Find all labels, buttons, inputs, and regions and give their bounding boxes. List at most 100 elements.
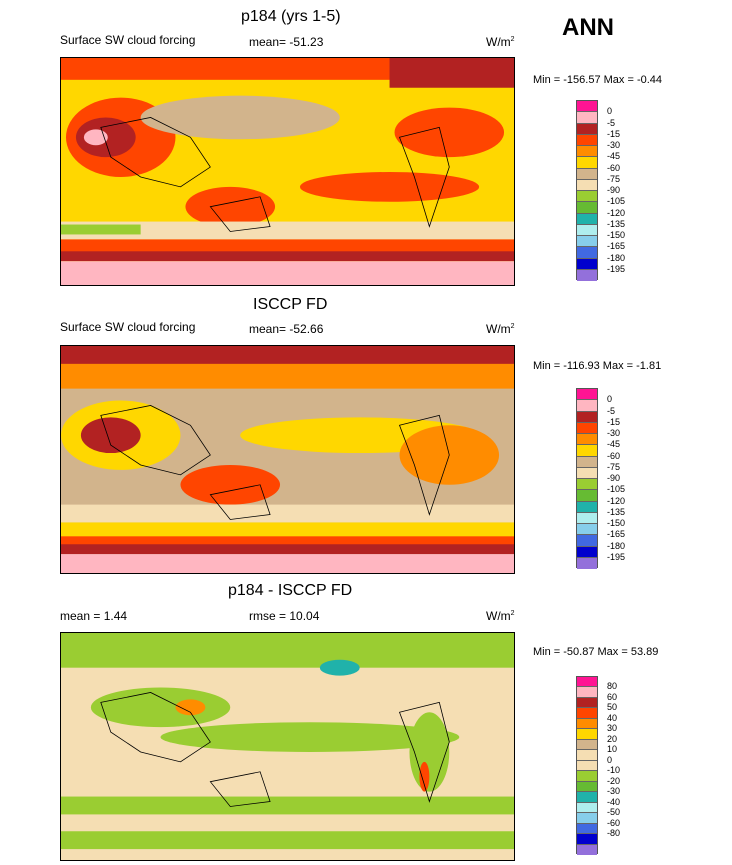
south-pacific-orange	[299, 171, 480, 202]
legend-swatch	[577, 524, 597, 536]
panel-3-mean-label: mean = 1.44	[60, 609, 128, 623]
australia-orange	[185, 186, 276, 227]
panel-1-legend	[576, 100, 598, 281]
legend-swatch	[577, 134, 597, 146]
coastlines	[100, 692, 450, 807]
panel-2-legend	[576, 388, 598, 569]
legend-label: -75	[607, 461, 621, 472]
panel-1-mean-label: mean= -51.23	[249, 35, 324, 49]
arctic-dark	[389, 58, 514, 88]
panel-3-units: W/m2	[486, 609, 515, 623]
legend-swatch	[577, 445, 597, 457]
legend-label: -45	[607, 151, 621, 162]
legend-swatch	[577, 389, 597, 401]
coastlines	[100, 405, 450, 520]
panel-1-minmax: Min = -156.57 Max = -0.44	[533, 74, 663, 86]
legend-label: -50	[607, 807, 621, 818]
legend-label: -45	[607, 439, 621, 450]
legend-swatch	[577, 677, 597, 688]
legend-swatch	[577, 792, 597, 803]
panel-3-title: p184 - ISCCP FD	[228, 582, 353, 599]
legend-swatch	[577, 708, 597, 719]
asia-green	[90, 687, 231, 728]
legend-label: -120	[607, 495, 626, 506]
legend-swatch	[577, 781, 597, 793]
legend-label: -75	[607, 173, 621, 184]
legend-label: -60	[607, 817, 621, 828]
legend-label: -165	[607, 241, 626, 252]
legend-label: -165	[607, 529, 626, 540]
southern-ocean-dark	[61, 544, 514, 555]
panel-3-rmse-label: rmse = 10.04	[249, 609, 320, 623]
legend-swatch	[577, 411, 597, 423]
panel-1-units: W/m2	[486, 35, 515, 49]
legend-swatch	[577, 179, 597, 191]
south-band-tan	[61, 221, 514, 240]
panel-2-mean-label: mean= -52.66	[249, 322, 324, 336]
legend-label: -120	[607, 207, 626, 218]
panel-3-map-graphic	[61, 633, 514, 860]
legend-swatch	[577, 434, 597, 446]
legend-label: -180	[607, 540, 626, 551]
legend-swatch	[577, 247, 597, 259]
legend-label: 20	[607, 733, 618, 744]
legend-swatch	[577, 490, 597, 502]
legend-swatch	[577, 467, 597, 479]
legend-label: 40	[607, 712, 618, 723]
legend-label: -30	[607, 428, 621, 438]
legend-swatch	[577, 213, 597, 225]
south-tan	[61, 504, 514, 523]
legend-label: 80	[607, 681, 618, 692]
legend-label: -40	[607, 796, 621, 807]
legend-label: -30	[607, 140, 621, 150]
pacific-tan	[140, 95, 340, 140]
southern-ocean-orange	[61, 536, 514, 549]
panel-2-field-label: Surface SW cloud forcing	[60, 320, 196, 334]
legend-swatch	[577, 456, 597, 468]
legend-label: -5	[607, 117, 616, 128]
panel-2-minmax: Min = -116.93 Max = -1.81	[533, 360, 662, 372]
legend-swatch	[577, 535, 597, 547]
asia-pink	[83, 129, 108, 146]
panel-2-map-graphic	[61, 346, 514, 573]
legend-label: 60	[607, 691, 618, 702]
legend-swatch	[577, 479, 597, 491]
samerica-green	[409, 712, 450, 792]
equator-green	[160, 722, 460, 752]
asia-orange	[175, 699, 206, 716]
legend-swatch	[577, 400, 597, 412]
legend-label: -150	[607, 230, 626, 240]
legend-label: -5	[607, 405, 616, 416]
legend-swatch	[577, 750, 597, 761]
legend-swatch	[577, 512, 597, 524]
legend-label: -90	[607, 473, 621, 483]
legend-label: -60	[607, 162, 621, 173]
legend-label: -195	[607, 551, 626, 562]
legend-swatch	[577, 101, 597, 113]
legend-label: -195	[607, 263, 626, 274]
coastlines	[100, 117, 450, 232]
panel-3-legend	[576, 676, 598, 855]
legend-label: -30	[607, 786, 621, 797]
legend-swatch	[577, 258, 597, 270]
legend-swatch	[577, 823, 597, 835]
units-superscript: 2	[510, 36, 515, 43]
legend-swatch	[577, 146, 597, 158]
legend-label: -80	[607, 828, 621, 839]
south-green-band	[61, 796, 514, 815]
legend-label: -15	[607, 128, 621, 139]
legend-label: 10	[607, 744, 618, 755]
australia-orange	[180, 464, 281, 505]
atlantic-orange	[394, 107, 505, 158]
legend-swatch	[577, 501, 597, 513]
north-green	[61, 633, 514, 668]
legend-swatch	[577, 844, 597, 855]
legend-swatch	[577, 687, 597, 698]
legend-swatch	[577, 771, 597, 782]
legend-swatch	[577, 813, 597, 824]
legend-swatch	[577, 112, 597, 124]
teal-patch	[319, 659, 360, 676]
units-superscript: 2	[510, 610, 515, 617]
legend-swatch	[577, 422, 597, 434]
legend-swatch	[577, 123, 597, 135]
